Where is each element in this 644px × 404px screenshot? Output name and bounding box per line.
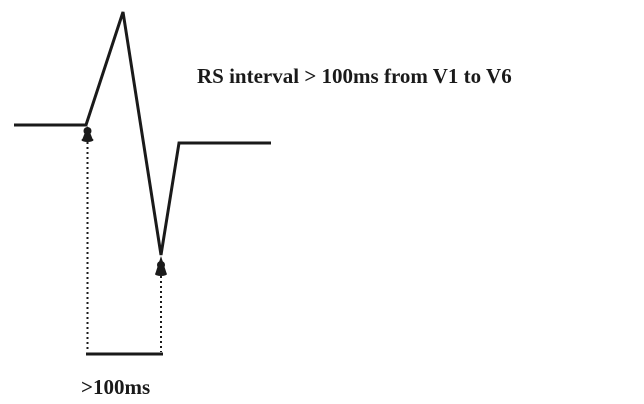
r-onset-marker — [81, 126, 94, 142]
interval-label: >100ms — [81, 375, 151, 399]
ecg-waveform — [14, 11, 271, 256]
s-nadir-marker — [155, 256, 167, 276]
diagram-title: RS interval > 100ms from V1 to V6 — [197, 64, 512, 88]
